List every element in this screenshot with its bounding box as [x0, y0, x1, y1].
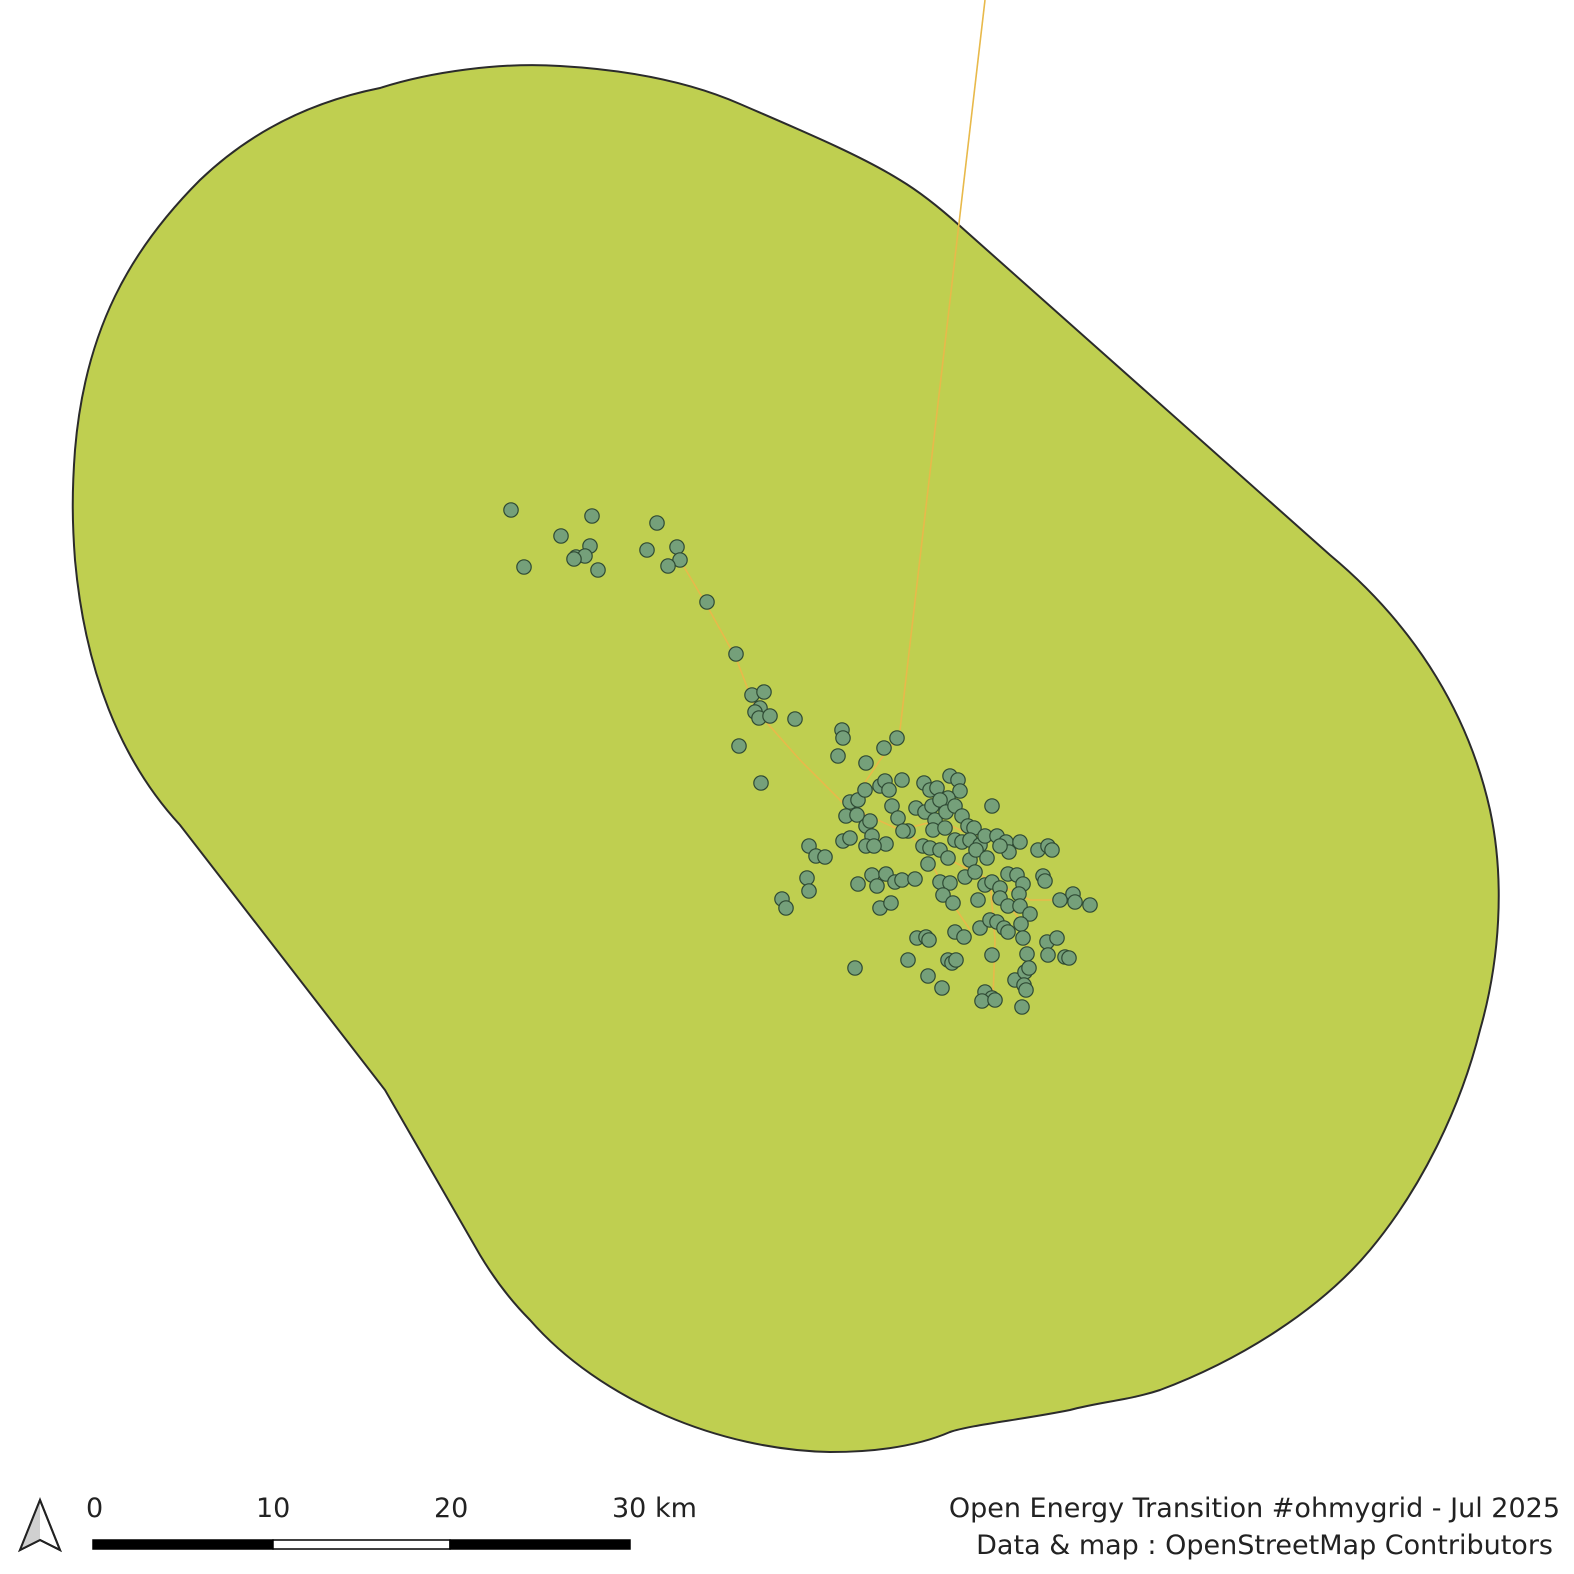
site-marker	[921, 932, 937, 948]
site-marker	[984, 947, 1000, 963]
site-marker	[987, 992, 1003, 1008]
site-marker	[1019, 946, 1035, 962]
scale-bar: 0 10 20 30 km	[86, 1493, 697, 1550]
scale-label-10: 10	[256, 1493, 290, 1524]
site-marker	[876, 740, 892, 756]
site-marker	[883, 895, 899, 911]
site-marker	[890, 810, 906, 826]
site-marker	[1022, 906, 1038, 922]
site-marker	[907, 871, 923, 887]
credit-line-2: Data & map : OpenStreetMap Contributors	[976, 1530, 1553, 1561]
scale-bar-segment	[92, 1539, 274, 1550]
site-marker	[895, 823, 911, 839]
scale-label-0: 0	[86, 1493, 103, 1524]
site-marker	[1044, 842, 1060, 858]
site-marker	[984, 798, 1000, 814]
site-marker	[934, 980, 950, 996]
site-marker	[847, 960, 863, 976]
site-marker	[862, 813, 878, 829]
site-marker	[920, 856, 936, 872]
site-marker	[869, 878, 885, 894]
site-marker	[835, 730, 851, 746]
site-marker	[942, 875, 958, 891]
site-marker	[1082, 897, 1098, 913]
site-marker	[660, 558, 676, 574]
site-marker	[762, 708, 778, 724]
scale-bar-segment	[449, 1539, 631, 1550]
site-marker	[830, 748, 846, 764]
site-marker	[979, 850, 995, 866]
site-marker	[728, 646, 744, 662]
power-line	[899, 0, 986, 731]
site-markers	[503, 502, 1098, 1015]
site-marker	[894, 772, 910, 788]
site-marker	[778, 900, 794, 916]
site-marker	[787, 711, 803, 727]
site-marker	[920, 968, 936, 984]
site-marker	[1067, 894, 1083, 910]
site-marker	[1018, 982, 1034, 998]
site-marker	[1015, 930, 1031, 946]
site-marker	[974, 993, 990, 1009]
site-marker	[900, 952, 916, 968]
site-marker	[649, 515, 665, 531]
site-marker	[889, 730, 905, 746]
site-marker	[584, 508, 600, 524]
site-marker	[849, 807, 865, 823]
site-marker	[956, 929, 972, 945]
site-marker	[731, 738, 747, 754]
buffer-area	[71, 64, 1500, 1454]
site-marker	[1014, 999, 1030, 1015]
site-marker	[1012, 834, 1028, 850]
scale-label-20: 20	[434, 1493, 468, 1524]
site-marker	[945, 895, 961, 911]
credit-line-1: Open Energy Transition #ohmygrid - Jul 2…	[949, 1493, 1560, 1524]
site-marker	[566, 551, 582, 567]
site-marker	[756, 684, 772, 700]
site-marker	[937, 820, 953, 836]
site-marker	[857, 782, 873, 798]
site-marker	[1013, 916, 1029, 932]
site-marker	[866, 838, 882, 854]
site-marker	[1052, 892, 1068, 908]
site-marker	[1049, 930, 1065, 946]
site-marker	[948, 952, 964, 968]
site-marker	[1037, 873, 1053, 889]
power-line	[989, 879, 996, 1001]
site-marker	[940, 850, 956, 866]
scale-label-30: 30 km	[612, 1493, 697, 1524]
site-marker	[967, 864, 983, 880]
scale-bar-segment	[272, 1539, 451, 1550]
site-marker	[753, 775, 769, 791]
site-marker	[639, 542, 655, 558]
site-marker	[1021, 960, 1037, 976]
north-arrow-icon	[18, 1497, 62, 1553]
site-marker	[553, 528, 569, 544]
site-marker	[858, 755, 874, 771]
site-marker	[503, 502, 519, 518]
site-marker	[881, 782, 897, 798]
site-marker	[894, 872, 910, 888]
site-marker	[801, 883, 817, 899]
site-marker	[970, 892, 986, 908]
site-marker	[799, 870, 815, 886]
site-marker	[516, 559, 532, 575]
site-marker	[968, 842, 984, 858]
site-marker	[669, 539, 685, 555]
site-marker	[842, 830, 858, 846]
site-marker	[699, 594, 715, 610]
site-marker	[590, 562, 606, 578]
site-marker	[850, 876, 866, 892]
site-marker	[817, 849, 833, 865]
site-marker	[1040, 947, 1056, 963]
site-marker	[992, 838, 1008, 854]
site-marker	[1061, 950, 1077, 966]
site-marker	[952, 783, 968, 799]
site-marker	[1000, 924, 1016, 940]
